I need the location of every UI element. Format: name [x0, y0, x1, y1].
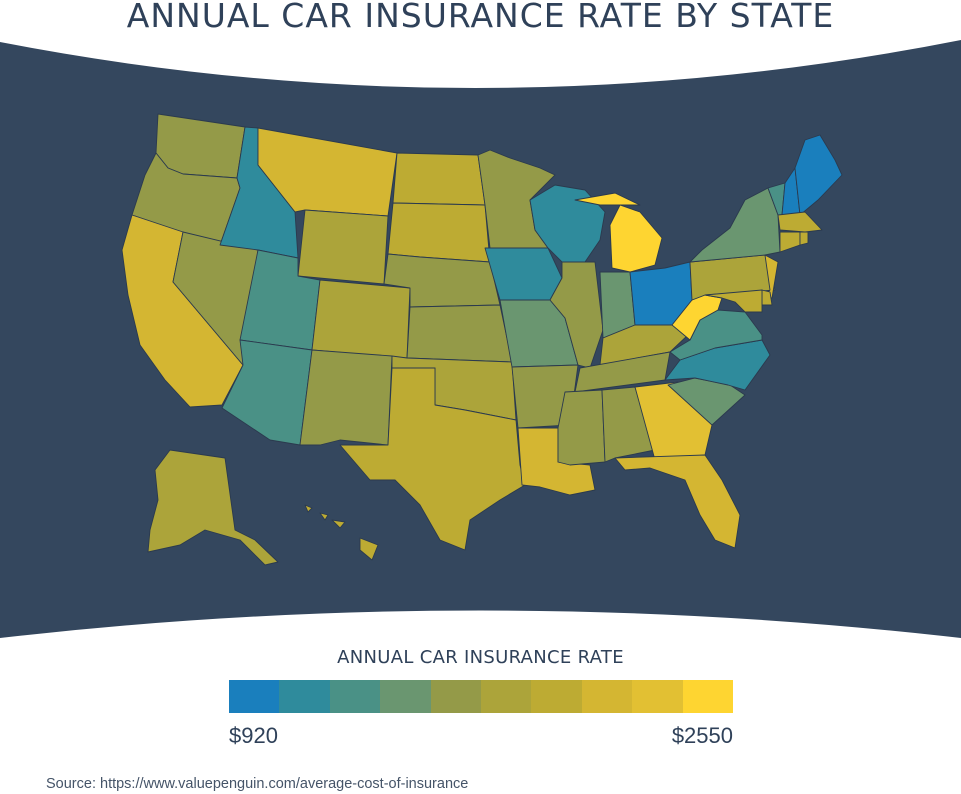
legend-swatch [581, 680, 633, 713]
state-CO[interactable] [311, 279, 411, 359]
legend-swatch [531, 680, 582, 713]
state-MD[interactable] [704, 289, 763, 313]
legend-swatch [632, 680, 683, 713]
legend-min-label: $920 [229, 723, 278, 748]
page-title: ANNUAL CAR INSURANCE RATE BY STATE [126, 0, 835, 35]
state-RI[interactable] [799, 231, 809, 246]
state-NM[interactable] [299, 349, 393, 446]
legend-max-label: $2550 [671, 723, 733, 748]
state-MI[interactable] [574, 192, 663, 273]
state-SC[interactable] [667, 377, 746, 426]
state-HI[interactable] [304, 504, 379, 561]
legend-swatch [430, 680, 482, 713]
legend-title: ANNUAL CAR INSURANCE RATE [337, 647, 624, 668]
legend-swatch [329, 680, 381, 713]
source-note: Source: https://www.valuepenguin.com/ave… [46, 776, 469, 792]
state-FL[interactable] [614, 454, 741, 549]
state-KS[interactable] [406, 304, 513, 363]
legend-swatch [279, 680, 330, 713]
state-SD[interactable] [387, 202, 491, 263]
state-TX[interactable] [339, 367, 526, 551]
state-ND[interactable] [392, 152, 486, 206]
legend-swatch [229, 680, 280, 713]
legend-swatch [380, 680, 431, 713]
state-AL[interactable] [601, 386, 656, 463]
legend-color-bar [229, 680, 734, 713]
legend-swatch [481, 680, 532, 713]
state-IL[interactable] [549, 261, 604, 369]
state-WI[interactable] [529, 184, 606, 263]
state-MS[interactable] [557, 389, 606, 466]
state-AK[interactable] [147, 449, 279, 566]
state-WY[interactable] [297, 209, 389, 285]
legend-swatch [682, 680, 734, 713]
state-MA[interactable] [777, 211, 823, 233]
